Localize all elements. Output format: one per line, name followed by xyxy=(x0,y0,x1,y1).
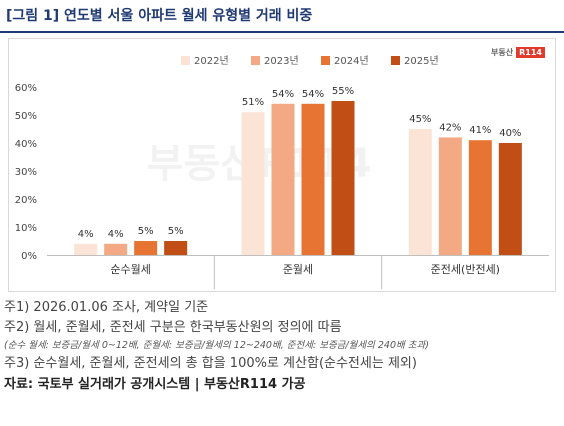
legend-label: 2025년 xyxy=(404,55,439,67)
logo-mark: R114 xyxy=(516,47,545,58)
data-label: 5% xyxy=(138,226,154,237)
legend-swatch xyxy=(251,56,260,65)
bar-chart: 부동산R1140%10%20%30%40%50%60%4%4%5%5%순수월세5… xyxy=(15,55,549,289)
figure-title: [그림 1] 연도별 서울 아파트 월세 유형별 거래 비중 xyxy=(6,8,313,24)
data-label: 54% xyxy=(272,89,294,100)
data-label: 4% xyxy=(78,229,94,240)
data-label: 45% xyxy=(409,114,431,125)
note-2: 주2) 월세, 준월세, 준전세 구분은 한국부동산원의 정의에 따름 xyxy=(4,320,342,335)
data-label: 42% xyxy=(439,122,461,133)
data-label: 55% xyxy=(332,86,354,97)
logo-text: 부동산 xyxy=(491,48,514,57)
data-label: 51% xyxy=(242,97,264,108)
data-label: 41% xyxy=(469,125,491,136)
bar xyxy=(104,243,128,255)
bar xyxy=(164,241,188,255)
brand-logo: 부동산 R114 xyxy=(491,47,545,58)
legend-swatch xyxy=(391,56,400,65)
bar xyxy=(134,241,158,255)
source-line: 자료: 국토부 실거래가 공개시스템 | 부동산R114 가공 xyxy=(4,377,306,392)
x-category-label: 준전세(반전세) xyxy=(431,263,500,276)
y-tick-label: 40% xyxy=(15,139,37,150)
title-divider xyxy=(0,31,564,33)
y-tick-label: 60% xyxy=(15,83,37,94)
y-tick-label: 0% xyxy=(21,251,37,262)
y-tick-label: 30% xyxy=(15,167,37,178)
legend-swatch xyxy=(181,56,190,65)
bar xyxy=(301,103,325,255)
y-tick-label: 20% xyxy=(15,195,37,206)
note-3: 주3) 순수월세, 준월세, 준전세의 총 합을 100%로 계산함(순수전세는… xyxy=(4,356,417,371)
legend-label: 2023년 xyxy=(264,55,299,67)
bar xyxy=(498,143,522,255)
chart-panel: 부동산R114 0% 10% 20% 30% 40% 50% 60% 4% 4% 5% 5% 순수월세 5… xyxy=(8,38,556,292)
bar xyxy=(74,243,98,255)
x-category-label: 준월세 xyxy=(283,263,313,276)
bar xyxy=(438,137,462,255)
data-label: 40% xyxy=(499,128,521,139)
note-1: 주1) 2026.01.06 조사, 계약일 기준 xyxy=(4,300,209,315)
data-label: 5% xyxy=(168,226,184,237)
data-label: 54% xyxy=(302,89,324,100)
bar xyxy=(241,112,265,255)
legend-label: 2024년 xyxy=(334,55,369,67)
x-category-label: 순수월세 xyxy=(110,263,150,276)
legend-swatch xyxy=(321,56,330,65)
bar xyxy=(468,140,492,255)
notes-section: 주1) 2026.01.06 조사, 계약일 기준 주2) 월세, 준월세, 준… xyxy=(4,298,560,396)
y-tick-label: 10% xyxy=(15,223,37,234)
data-label: 4% xyxy=(108,229,124,240)
bar xyxy=(408,129,432,255)
note-2-detail: (순수 월세: 보증금/월세 0~12배, 준월세: 보증금/월세의 12~24… xyxy=(4,340,429,351)
legend-label: 2022년 xyxy=(194,55,229,67)
y-tick-label: 50% xyxy=(15,111,37,122)
bar xyxy=(331,101,355,255)
bar xyxy=(271,103,295,255)
